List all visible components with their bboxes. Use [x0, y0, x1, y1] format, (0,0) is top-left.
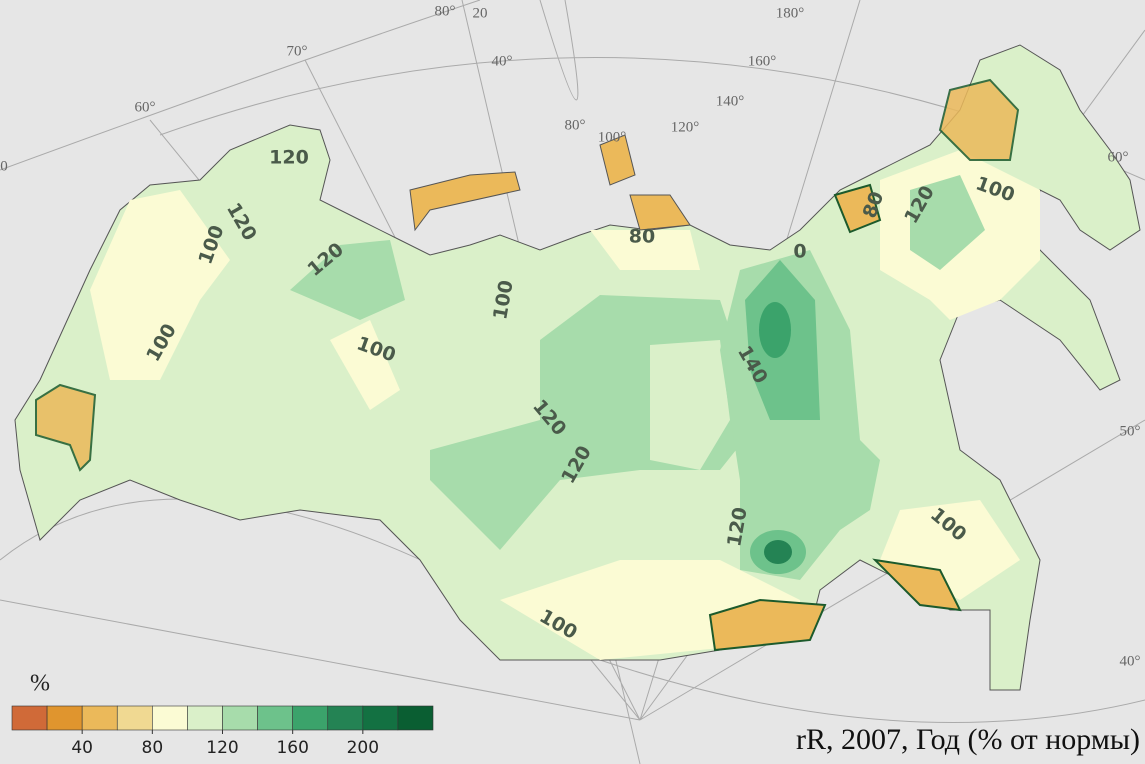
legend-tick-label: 40: [71, 738, 93, 758]
legend-swatch: [152, 705, 188, 731]
graticule-label: 160°: [748, 53, 777, 69]
legend-tick-label: 80: [142, 738, 164, 758]
legend-swatch: [292, 705, 329, 731]
legend-swatch: [327, 705, 364, 731]
graticule-label: 40°: [492, 53, 513, 69]
legend-swatch: [81, 705, 118, 731]
legend-swatch: [362, 705, 399, 731]
graticule-label: 80°: [435, 3, 456, 19]
legend-title: %: [30, 671, 50, 697]
graticule-label: 50°: [1120, 423, 1141, 439]
graticule-label: 80°: [565, 117, 586, 133]
legend-tick-label: 200: [347, 738, 379, 758]
map-title: rR, 2007, Год (% от нормы): [796, 723, 1140, 756]
graticule-label: 20: [473, 5, 488, 21]
graticule-label: 0: [0, 158, 8, 174]
legend-swatch: [187, 705, 223, 731]
legend-tick-label: 120: [206, 738, 238, 758]
graticule-label: 60°: [135, 99, 156, 115]
graticule-label: 40°: [1120, 653, 1141, 669]
legend: 40 80 120 160 200: [11, 705, 434, 758]
zones: [35, 78, 1040, 660]
legend-swatch: [116, 705, 153, 731]
graticule-label: 70°: [287, 43, 308, 59]
contour-label: 80: [629, 226, 655, 248]
graticule-label: 140°: [716, 93, 745, 109]
legend-swatch: [397, 705, 434, 731]
contour-label: 0: [793, 241, 806, 263]
legend-swatch: [11, 705, 48, 731]
legend-tick-label: 160: [276, 738, 308, 758]
graticule-label: 100°: [598, 129, 627, 145]
legend-swatch: [257, 705, 293, 731]
graticule-labels: 80° 20 70° 40° 60° 80° 100° 120° 140° 160° 180° 60°…: [0, 3, 1140, 669]
legend-swatch: [46, 705, 83, 731]
contour-label: 120: [269, 147, 309, 169]
graticule-label: 180°: [776, 5, 805, 21]
legend-swatch: [222, 705, 258, 731]
graticule-label: 120°: [671, 119, 700, 135]
graticule-label: 60°: [1108, 149, 1129, 165]
